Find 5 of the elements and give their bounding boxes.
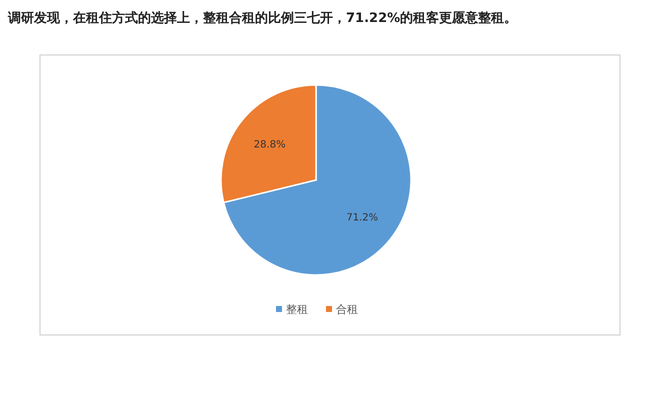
data-label: 28.8% — [254, 140, 286, 151]
legend-label: 合租 — [336, 303, 358, 316]
legend-label: 整租 — [286, 303, 308, 316]
title: 调研发现，在租住方式的选择上，整租合租的比例三七开，71.22%的租客更愿意整租。 — [8, 11, 518, 26]
data-label: 71.2% — [346, 212, 378, 224]
